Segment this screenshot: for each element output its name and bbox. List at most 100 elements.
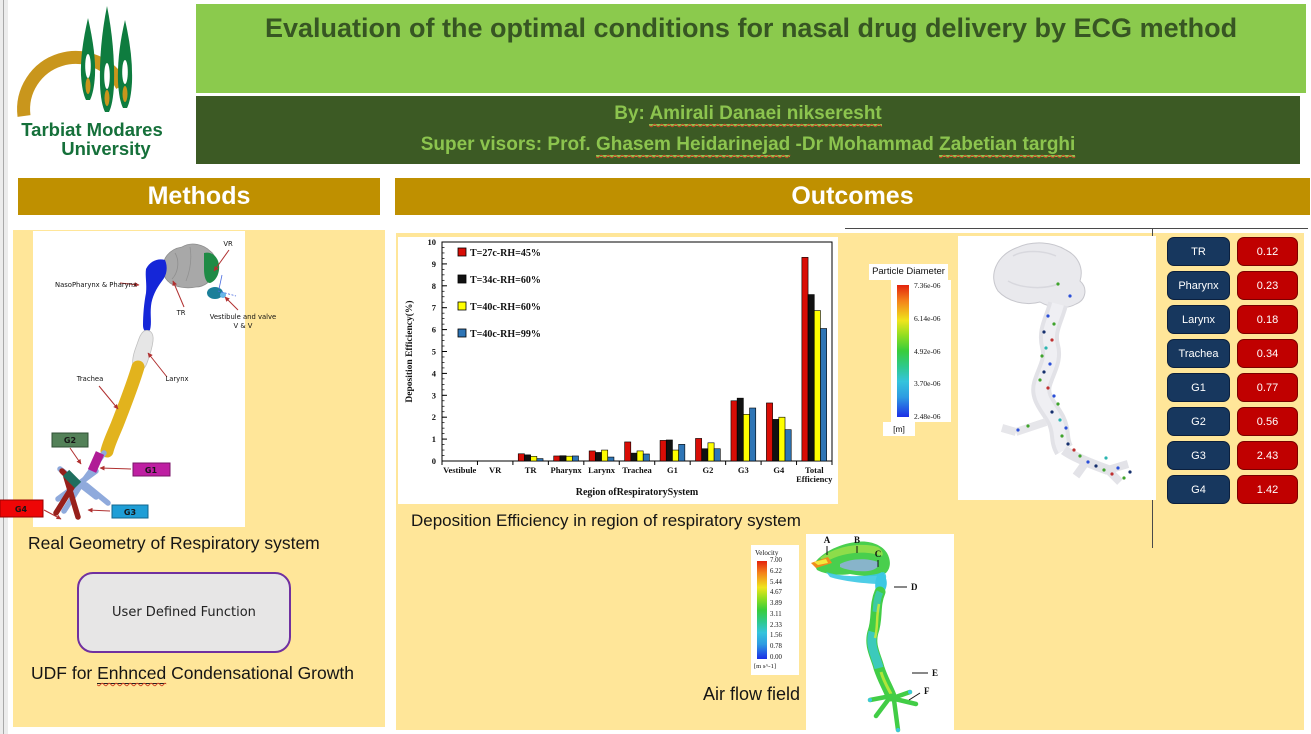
table-row: Trachea 0.34	[1167, 339, 1298, 368]
velocity-colorbar-ticks: 7.00 6.22 5.44 4.67 3.89 3.11 2.33 1.56 …	[770, 557, 782, 661]
airflow-section-labels: A B C D E F	[824, 535, 938, 701]
region-value: 0.56	[1236, 407, 1298, 436]
svg-text:Deposition Efficiency(%): Deposition Efficiency(%)	[404, 300, 415, 402]
svg-text:Vestibule: Vestibule	[443, 465, 476, 475]
label-larynx: Larynx	[165, 375, 188, 383]
particle-legend-unit: [m]	[883, 422, 915, 436]
author-name: Amirali Danaei nikseresht	[649, 103, 882, 126]
velocity-tick: 3.89	[770, 600, 782, 608]
particle-tick: 7.36e-06	[914, 281, 941, 290]
translucent-airway	[993, 242, 1130, 485]
velocity-tick: 4.67	[770, 589, 782, 597]
svg-text:6: 6	[432, 325, 436, 335]
svg-text:5: 5	[432, 347, 436, 357]
svg-text:8: 8	[432, 281, 436, 291]
table-row: G2 0.56	[1167, 407, 1298, 436]
nasopharynx-blue-region	[143, 259, 167, 332]
udf-caption: UDF for Enhnced Condensational Growth	[31, 663, 383, 684]
svg-text:F: F	[924, 686, 930, 696]
methods-section-header: Methods	[18, 178, 380, 215]
region-label: G3	[1167, 441, 1230, 470]
table-row: Pharynx 0.23	[1167, 271, 1298, 300]
airflow-field-figure: A B C D E F	[811, 535, 938, 733]
logo-graphic: Tarbiat Modares University	[17, 6, 163, 159]
udf-caption-post: Condensational Growth	[166, 663, 354, 683]
image-border-line-h	[845, 228, 1308, 229]
velocity-tick: 5.44	[770, 578, 782, 586]
svg-text:2: 2	[432, 412, 436, 422]
table-row: Larynx 0.18	[1167, 305, 1298, 334]
table-row: G3 2.43	[1167, 441, 1298, 470]
velocity-tick: 7.00	[770, 557, 782, 564]
methods-header-label: Methods	[147, 182, 251, 210]
particle-colorbar-ticks: 7.36e-06 6.14e-06 4.92e-06 3.70e-06 2.48…	[914, 281, 940, 421]
airflow-caption: Air flow field	[703, 684, 801, 704]
svg-text:4: 4	[432, 368, 437, 378]
g3-box: G3	[111, 504, 149, 519]
svg-text:A: A	[824, 535, 831, 545]
region-value: 0.18	[1236, 305, 1298, 334]
poster-title-bar: Evaluation of the optimal conditions for…	[196, 4, 1306, 93]
deposition-chart-image: 0 1 2 3 4 5 6 7 8 9 10 Vestibule VR TR Pharynx Larynx Tr…	[398, 237, 838, 504]
svg-text:B: B	[854, 535, 860, 545]
svg-text:G3: G3	[124, 508, 136, 517]
svg-text:Pharynx: Pharynx	[551, 465, 583, 475]
velocity-tick: 1.56	[770, 632, 782, 640]
svg-text:9: 9	[432, 259, 436, 269]
particle-legend: 7.36e-06 6.14e-06 4.92e-06 3.70e-06 2.48…	[891, 280, 951, 422]
svg-text:TR: TR	[525, 465, 538, 475]
region-label: G4	[1167, 475, 1230, 504]
logo-text-line1: Tarbiat Modares	[21, 119, 163, 140]
by-line: By: Amirali Danaei nikseresht	[196, 96, 1300, 126]
particle-tick: 3.70e-06	[914, 379, 941, 389]
svg-text:0: 0	[432, 456, 436, 466]
label-vr: VR	[223, 240, 233, 248]
velocity-tick: 0.00	[770, 653, 782, 661]
svg-text:T=27c-RH=45%: T=27c-RH=45%	[470, 248, 541, 259]
svg-text:3: 3	[432, 390, 436, 400]
svg-text:C: C	[875, 549, 882, 559]
region-value: 0.77	[1236, 373, 1298, 402]
author-bar: By: Amirali Danaei nikseresht Super viso…	[196, 96, 1300, 164]
supervisors-mid: -Dr Mohammad	[790, 134, 940, 155]
particle-deposition-3d-image	[958, 236, 1156, 500]
svg-text:G4: G4	[773, 465, 785, 475]
region-label: G1	[1167, 373, 1230, 402]
outcomes-section-header: Outcomes	[395, 178, 1310, 215]
deposition-bar-chart: 0 1 2 3 4 5 6 7 8 9 10 Vestibule VR TR Pharynx Larynx Tr…	[404, 237, 833, 498]
velocity-colorbar	[757, 561, 767, 659]
g4-box: G4	[0, 499, 44, 518]
svg-text:Efficiency: Efficiency	[796, 474, 833, 484]
svg-text:T=40c-RH=99%: T=40c-RH=99%	[470, 329, 541, 340]
axis-triad-icon	[217, 274, 237, 297]
chart-caption: Deposition Efficiency in region of respi…	[411, 511, 801, 530]
region-value: 2.43	[1236, 441, 1298, 470]
supervisors-line: Super visors: Prof. Ghasem Heidarinejad …	[196, 125, 1300, 157]
valve-blue-dot	[220, 292, 226, 298]
region-value: 0.12	[1236, 237, 1298, 266]
region-label: G2	[1167, 407, 1230, 436]
velocity-legend: Velocity 7.00 6.22 5.44 4.67 3.89 3.11 2…	[751, 545, 799, 675]
svg-text:7: 7	[432, 303, 437, 313]
logo-trees	[80, 6, 133, 112]
particle-tick: 6.14e-06	[914, 313, 941, 323]
g2-box: G2	[51, 432, 89, 448]
svg-text:E: E	[932, 668, 938, 678]
poster-title: Evaluation of the optimal conditions for…	[264, 13, 1238, 43]
table-row: G4 1.42	[1167, 475, 1298, 504]
region-label: TR	[1167, 237, 1230, 266]
velocity-tick: 3.11	[770, 610, 782, 618]
udf-box-label: User Defined Function	[112, 605, 256, 620]
by-prefix: By:	[614, 103, 650, 124]
supervisor-name-1: Ghasem Heidarinejad	[595, 134, 791, 157]
label-vestibule-1: Vestibule and valve	[210, 313, 276, 321]
particle-tick: 4.92e-06	[914, 346, 941, 356]
particle-legend-title: Particle Diameter	[869, 264, 948, 280]
respiratory-geometry-figure: VR NasoPharynx & Pharynx TR Vestibule an…	[0, 231, 276, 527]
velocity-tick: 6.22	[770, 567, 782, 575]
region-value: 1.42	[1236, 475, 1298, 504]
bronchi-teal-segment	[62, 469, 82, 489]
table-row: G1 0.77	[1167, 373, 1298, 402]
deposited-particles	[1016, 282, 1132, 480]
svg-text:G1: G1	[667, 465, 678, 475]
